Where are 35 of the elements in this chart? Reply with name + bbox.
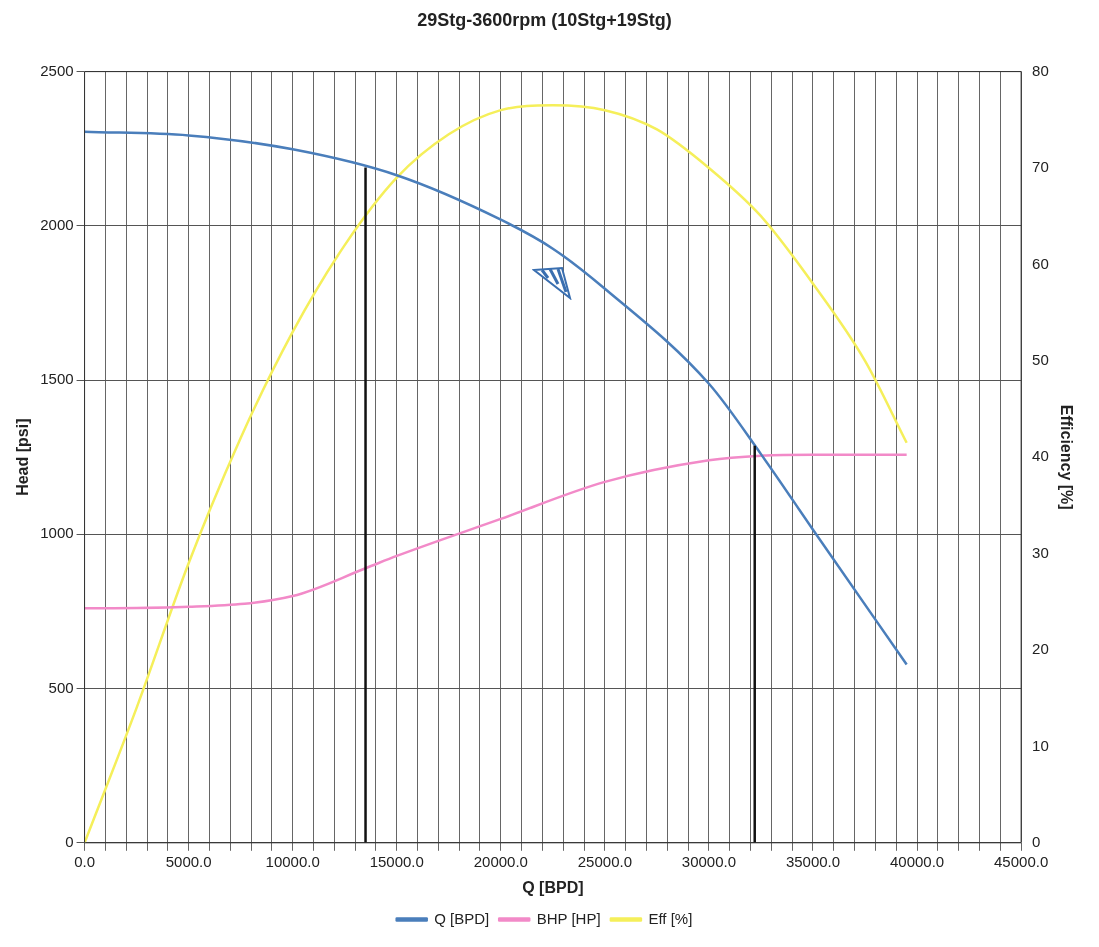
y2-tick-label: 20 (1032, 640, 1049, 658)
y2-tick-label: 30 (1032, 543, 1049, 561)
line-series (84, 453, 908, 610)
y-axis-title: Head [psi] (14, 418, 32, 496)
x-tick-label: 10000.0 (265, 852, 320, 870)
y-tick-label: 1000 (40, 524, 74, 542)
y-tick-label: 0 (65, 832, 74, 850)
x-tick-label: 25000.0 (577, 852, 632, 870)
x-tick-label: 20000.0 (473, 852, 528, 870)
y2-tick-label: 80 (1032, 61, 1049, 79)
x-tick-label: 15000.0 (369, 852, 424, 870)
x-axis-title: Q [BPD] (522, 878, 584, 896)
y2-tick-label: 70 (1032, 158, 1049, 176)
x-tick-label: 40000.0 (889, 852, 945, 870)
y2-tick-label: 40 (1032, 447, 1049, 465)
y-tick-label: 1500 (40, 370, 74, 388)
y-tick-label: 2000 (40, 215, 74, 233)
x-tick-label: 35000.0 (785, 852, 841, 870)
y2-tick-label: 10 (1032, 736, 1049, 754)
y2-tick-label: 60 (1032, 254, 1049, 272)
legend-label: BHP [HP] (536, 909, 601, 927)
chart-title: 29Stg-3600rpm (10Stg+19Stg) (417, 9, 672, 30)
y-tick-label: 500 (48, 678, 74, 696)
legend-label: Q [BPD] (434, 909, 490, 927)
line-series (84, 104, 908, 843)
x-tick-label: 45000.0 (994, 852, 1049, 870)
x-tick-label: 5000.0 (165, 852, 212, 870)
y2-tick-label: 0 (1032, 832, 1041, 850)
line-series (84, 130, 908, 666)
y2-axis-title: Efficiency [%] (1057, 404, 1075, 510)
x-tick-label: 0.0 (74, 852, 95, 870)
x-tick-label: 30000.0 (681, 852, 737, 870)
y-tick-label: 2500 (40, 61, 74, 79)
y2-tick-label: 50 (1032, 350, 1049, 368)
legend-label: Eff [%] (648, 909, 693, 927)
